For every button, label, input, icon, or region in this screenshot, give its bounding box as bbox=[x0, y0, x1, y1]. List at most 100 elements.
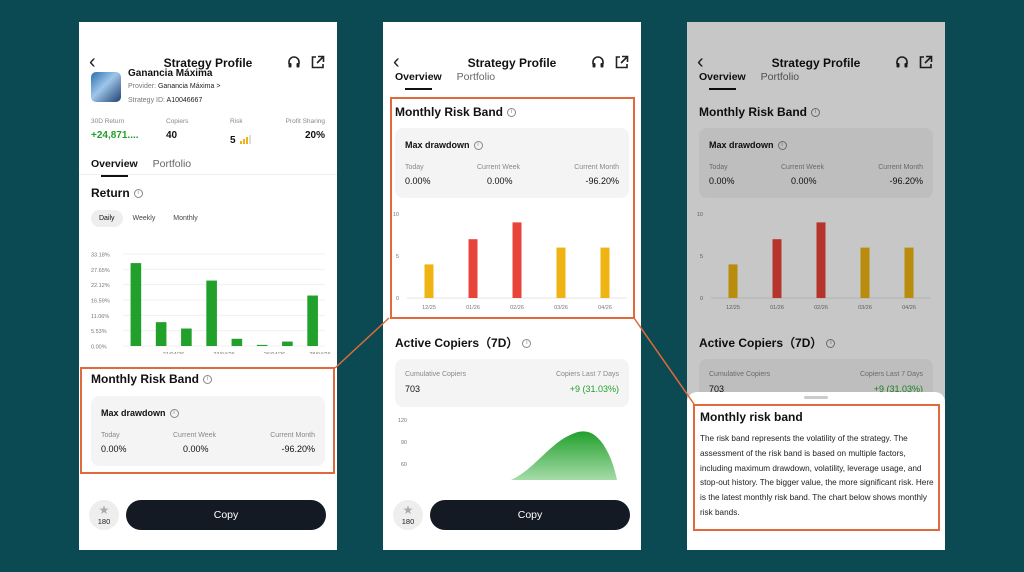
stat-copiers-label: Copiers bbox=[166, 118, 189, 125]
y-tick-label: 0 bbox=[396, 296, 399, 302]
period-weekly[interactable]: Weekly bbox=[132, 215, 156, 222]
stat-risk: 5 bbox=[230, 130, 252, 148]
provider-line: Provider: Ganancia Máxima > bbox=[128, 83, 220, 90]
current-week-value: 0.00% bbox=[791, 176, 817, 186]
current-week-value: 0.00% bbox=[487, 176, 513, 186]
y-tick-label: 27.65% bbox=[91, 268, 110, 274]
favorite-button[interactable]: ★ 180 bbox=[393, 500, 423, 530]
info-icon[interactable]: i bbox=[473, 141, 483, 151]
risk-bar bbox=[816, 222, 826, 298]
current-month-label: Current Month bbox=[574, 164, 619, 171]
x-tick-label: 12/25 bbox=[726, 305, 740, 311]
x-tick-label: 12/25 bbox=[422, 305, 436, 311]
risk-bar bbox=[512, 222, 522, 298]
share-icon[interactable] bbox=[615, 55, 629, 69]
sheet-title: Monthly risk band bbox=[700, 410, 803, 424]
period-selector: Daily Weekly Monthly bbox=[91, 210, 206, 227]
x-tick-label: 21/04/26 bbox=[163, 352, 184, 354]
favorite-count: 180 bbox=[97, 517, 111, 526]
risk-bar bbox=[600, 247, 610, 298]
headset-icon[interactable] bbox=[287, 55, 301, 69]
info-icon[interactable]: i bbox=[777, 141, 787, 151]
sheet-drag-handle[interactable] bbox=[804, 396, 828, 399]
page-title: Strategy Profile bbox=[163, 56, 253, 70]
current-week-label: Current Week bbox=[477, 164, 521, 171]
copy-button[interactable]: Copy bbox=[126, 500, 326, 530]
y-tick-label: 22.12% bbox=[91, 283, 110, 289]
info-icon[interactable]: i bbox=[133, 189, 143, 199]
share-icon[interactable] bbox=[919, 55, 933, 69]
sheet-body: The risk band represents the volatility … bbox=[700, 434, 934, 517]
tab-overview[interactable]: Overview bbox=[91, 158, 138, 170]
strategy-id-line: Strategy ID: A10046667 bbox=[128, 97, 202, 104]
back-arrow-icon[interactable]: ‹ bbox=[89, 51, 96, 73]
return-bar bbox=[256, 344, 268, 346]
headset-icon[interactable] bbox=[895, 55, 909, 69]
share-icon[interactable] bbox=[311, 55, 325, 69]
current-month-label: Current Month bbox=[878, 164, 923, 171]
today-label: Today bbox=[405, 164, 424, 171]
risk-band-chart: 10 5 0 12/25 01/26 02/26 03/26 04/26 bbox=[393, 212, 627, 311]
tab-portfolio[interactable]: Portfolio bbox=[152, 158, 192, 170]
copy-button[interactable]: Copy bbox=[430, 500, 630, 530]
info-icon[interactable]: i bbox=[169, 409, 179, 419]
nav-bar: ‹ Strategy Profile bbox=[383, 52, 641, 74]
active-copiers-title: Active Copiers（7D） bbox=[699, 336, 823, 350]
tab-divider bbox=[79, 174, 337, 175]
risk-band-title: Monthly Risk Band bbox=[395, 105, 504, 119]
highlight-box bbox=[80, 367, 335, 474]
tab-bar: Overview Portfolio bbox=[91, 158, 203, 170]
tab-portfolio[interactable]: Portfolio bbox=[456, 71, 496, 83]
headset-icon[interactable] bbox=[591, 55, 605, 69]
return-bar bbox=[282, 341, 293, 346]
avatar bbox=[91, 72, 121, 102]
risk-band-section-title: Monthly Risk Band i bbox=[91, 372, 213, 386]
active-copiers-section-title: Active Copiers（7D） i bbox=[699, 334, 836, 351]
risk-band-info-sheet: Monthly risk band The risk band represen… bbox=[687, 392, 945, 550]
max-drawdown-card: Max drawdown i Today 0.00% Current Week 0… bbox=[699, 128, 933, 198]
x-tick-label: 03/26 bbox=[858, 305, 872, 311]
y-tick-label: 5 bbox=[700, 254, 703, 260]
tab-portfolio[interactable]: Portfolio bbox=[760, 71, 800, 83]
y-tick-label: 60 bbox=[401, 462, 407, 468]
period-daily[interactable]: Daily bbox=[91, 210, 123, 227]
copiers-last-7-value: +9 (31.03%) bbox=[569, 384, 619, 394]
strategy-id-label: Strategy ID: bbox=[128, 97, 165, 104]
info-icon[interactable]: i bbox=[826, 339, 836, 349]
current-week-label: Current Week bbox=[173, 432, 217, 439]
return-title: Return bbox=[91, 186, 130, 200]
period-monthly[interactable]: Monthly bbox=[173, 215, 198, 222]
return-section-title: Return i bbox=[91, 186, 143, 200]
risk-bars-icon bbox=[240, 135, 252, 144]
risk-bar bbox=[468, 239, 478, 298]
stat-profit-sharing-value: 20% bbox=[304, 130, 325, 141]
cumulative-copiers-value: 703 bbox=[709, 384, 725, 394]
stat-risk-value: 5 bbox=[230, 135, 236, 146]
strategy-id-value: A10046667 bbox=[166, 97, 203, 104]
risk-bar bbox=[904, 247, 914, 298]
x-tick-label: 02/26 bbox=[510, 305, 524, 311]
back-arrow-icon[interactable]: ‹ bbox=[697, 51, 704, 73]
tab-overview[interactable]: Overview bbox=[395, 71, 442, 83]
favorite-button[interactable]: ★ 180 bbox=[89, 500, 119, 530]
y-tick-label: 120 bbox=[398, 418, 407, 424]
star-icon: ★ bbox=[98, 503, 110, 517]
risk-band-title: Monthly Risk Band bbox=[91, 372, 200, 386]
provider-link[interactable]: Ganancia Máxima > bbox=[157, 83, 221, 90]
max-drawdown-title: Max drawdown i bbox=[709, 140, 787, 151]
current-month-label: Current Month bbox=[270, 432, 315, 439]
info-icon[interactable]: i bbox=[522, 339, 532, 349]
y-tick-label: 5.53% bbox=[91, 329, 107, 335]
current-month-value: -96.20% bbox=[281, 444, 315, 454]
today-label: Today bbox=[101, 432, 120, 439]
y-tick-label: 90 bbox=[401, 440, 407, 446]
nav-bar: ‹ Strategy Profile bbox=[687, 52, 945, 74]
page-title: Strategy Profile bbox=[467, 56, 557, 70]
return-bar bbox=[130, 263, 142, 346]
cumulative-copiers-label: Cumulative Copiers bbox=[405, 371, 467, 378]
tab-overview[interactable]: Overview bbox=[699, 71, 746, 83]
back-arrow-icon[interactable]: ‹ bbox=[393, 51, 400, 73]
info-icon[interactable]: i bbox=[203, 375, 213, 385]
info-icon[interactable]: i bbox=[507, 108, 517, 118]
info-icon[interactable]: i bbox=[811, 108, 821, 118]
